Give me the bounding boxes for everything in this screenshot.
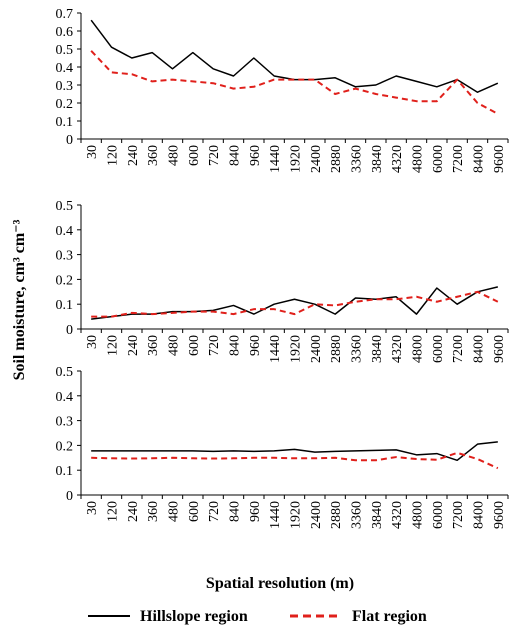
x-tick-label: 840	[228, 335, 243, 356]
x-tick-label: 360	[146, 335, 161, 356]
x-tick-label: 2400	[309, 145, 324, 173]
y-tick-label: 0	[66, 323, 73, 338]
x-tick-label: 840	[228, 145, 243, 166]
x-tick-label: 240	[126, 145, 141, 166]
y-tick-label: 0.3	[56, 249, 74, 264]
x-tick-label: 4320	[390, 145, 405, 173]
x-tick-label: 6000	[431, 335, 446, 363]
x-tick-label: 960	[248, 335, 263, 356]
series-line-hillslope-region	[91, 286, 499, 320]
y-tick-label: 0.2	[56, 97, 74, 112]
y-tick-label: 0.7	[56, 7, 74, 22]
x-tick-label: 1920	[289, 501, 304, 529]
x-tick-label: 6000	[431, 501, 446, 529]
legend-label-flat: Flat region	[352, 608, 427, 625]
x-tick-label: 30	[85, 335, 100, 349]
x-tick-label: 1920	[289, 335, 304, 363]
chart-panel-3: 0 0.1 0.2 0.3 0.4 0.5 30 120 240 360 480 600 720 840 9…	[56, 365, 509, 529]
x-tick-label: 3840	[370, 145, 385, 173]
y-tick-label: 0	[66, 489, 73, 504]
x-tick-label: 3360	[350, 145, 365, 173]
y-tick-label: 0.2	[56, 439, 74, 454]
series-line-flat-region	[91, 451, 499, 470]
x-tick-label: 2400	[309, 335, 324, 363]
x-tick-label: 4320	[390, 501, 405, 529]
x-tick-label: 600	[187, 145, 202, 166]
series-line-flat-region	[90, 50, 499, 115]
x-tick-label: 960	[248, 145, 263, 166]
x-tick-label: 9600	[492, 501, 507, 529]
x-tick-label: 3840	[370, 335, 385, 363]
x-tick-label: 1920	[289, 145, 304, 173]
y-tick-label: 0.3	[56, 79, 74, 94]
chart-panel-1: 0 0.1 0.2 0.3 0.4 0.5 0.6 0.7 30 120 240 360 480 600 7…	[56, 7, 509, 173]
series-line-flat-region	[91, 290, 499, 318]
x-tick-label: 1440	[268, 501, 283, 529]
x-tick-label: 960	[248, 501, 263, 522]
x-tick-label: 360	[146, 145, 161, 166]
y-tick-label: 0	[66, 133, 73, 148]
x-tick-label: 2880	[329, 501, 344, 529]
x-tick-label: 8400	[472, 335, 487, 363]
x-tick-label: 3840	[370, 501, 385, 529]
legend-label-hillslope: Hillslope region	[140, 608, 248, 625]
x-tick-label: 2880	[329, 335, 344, 363]
x-tick-label: 480	[167, 501, 182, 522]
y-tick-label: 0.5	[56, 43, 74, 58]
x-tick-label: 840	[228, 501, 243, 522]
x-tick-label: 120	[106, 335, 121, 356]
y-tick-label: 0.1	[56, 298, 74, 313]
series-line-hillslope-region	[91, 441, 498, 462]
y-tick-label: 0.3	[56, 415, 74, 430]
y-tick-label: 0.6	[56, 25, 74, 40]
x-tick-label: 7200	[451, 501, 466, 529]
x-tick-label: 30	[85, 145, 100, 159]
x-tick-label: 9600	[492, 335, 507, 363]
x-tick-label: 3360	[350, 501, 365, 529]
x-tick-label: 120	[106, 145, 121, 166]
x-tick-label: 4800	[411, 145, 426, 173]
x-tick-label: 720	[207, 501, 222, 522]
x-tick-label: 8400	[472, 145, 487, 173]
x-tick-label: 8400	[472, 501, 487, 529]
x-tick-label: 1440	[268, 145, 283, 173]
series-line-hillslope-region	[90, 19, 499, 93]
y-tick-label: 0.5	[56, 365, 74, 380]
x-tick-label: 720	[207, 145, 222, 166]
chart-panel-2: 0 0.1 0.2 0.3 0.4 0.5 30 120 240 360 480 600 720 840 9…	[56, 199, 509, 363]
x-tick-label: 240	[126, 501, 141, 522]
y-tick-label: 0.2	[56, 273, 74, 288]
x-tick-label: 4800	[411, 501, 426, 529]
y-tick-label: 0.4	[56, 390, 74, 405]
y-tick-label: 0.1	[56, 115, 74, 130]
x-tick-label: 480	[167, 335, 182, 356]
x-tick-label: 240	[126, 335, 141, 356]
y-tick-label: 0.1	[56, 464, 74, 479]
x-tick-label: 600	[187, 501, 202, 522]
chart-panels: 0 0.1 0.2 0.3 0.4 0.5 0.6 0.7 30 120 240 360 480 600 7…	[56, 7, 509, 529]
x-tick-label: 2400	[309, 501, 324, 529]
x-tick-label: 2880	[329, 145, 344, 173]
x-tick-label: 6000	[431, 145, 446, 173]
x-tick-label: 4320	[390, 335, 405, 363]
x-tick-label: 480	[167, 145, 182, 166]
x-tick-label: 3360	[350, 335, 365, 363]
x-tick-label: 360	[146, 501, 161, 522]
x-tick-label: 7200	[451, 145, 466, 173]
legend: Hillslope region Flat region	[88, 608, 427, 625]
x-tick-label: 7200	[451, 335, 466, 363]
y-axis-title: Soil moisture, cm³ cm⁻³	[11, 219, 28, 380]
x-tick-label: 9600	[492, 145, 507, 173]
y-tick-label: 0.5	[56, 199, 74, 214]
y-tick-label: 0.4	[56, 61, 74, 76]
y-tick-label: 0.4	[56, 224, 74, 239]
x-axis-title: Spatial resolution (m)	[206, 575, 354, 592]
x-tick-label: 1440	[268, 335, 283, 363]
x-tick-label: 600	[187, 335, 202, 356]
x-tick-label: 4800	[411, 335, 426, 363]
x-tick-label: 120	[106, 501, 121, 522]
x-tick-label: 30	[85, 501, 100, 515]
x-tick-label: 720	[207, 335, 222, 356]
